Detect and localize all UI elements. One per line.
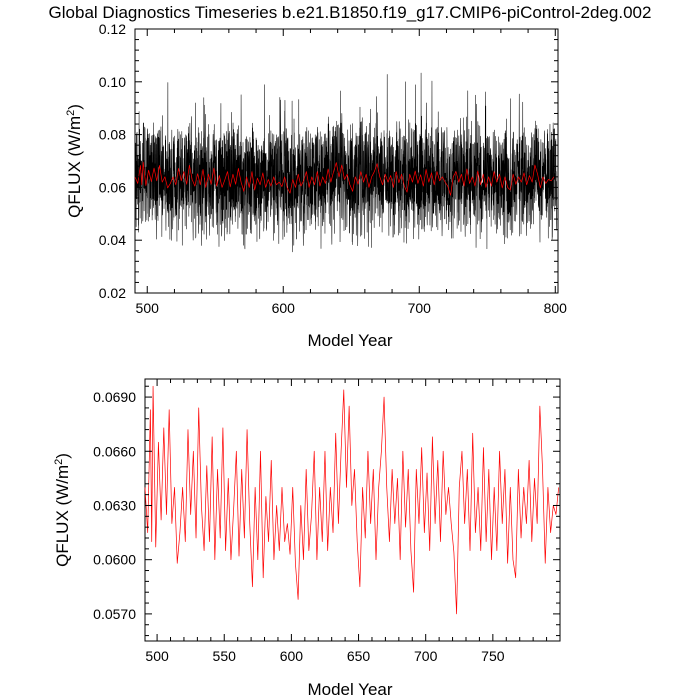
bottom-xtick-label: 500 bbox=[145, 648, 169, 664]
top-ytick-label: 0.04 bbox=[99, 232, 126, 248]
top-ytick-label: 0.10 bbox=[99, 74, 126, 90]
bottom-ytick-label: 0.0660 bbox=[93, 443, 136, 459]
bottom-series-group bbox=[144, 385, 560, 615]
chart-title: Global Diagnostics Timeseries b.e21.B185… bbox=[49, 3, 652, 22]
top-series-group bbox=[134, 72, 557, 253]
top-xtick-label: 700 bbox=[408, 300, 432, 316]
top-ytick-label: 0.06 bbox=[99, 179, 126, 195]
bottom-plot-frame bbox=[144, 378, 561, 642]
bottom-ylabel: QFLUX (W/m2) bbox=[53, 453, 72, 567]
top-xtick-label: 600 bbox=[272, 300, 296, 316]
bottom-series-annual-mean bbox=[144, 385, 560, 615]
bottom-xtick-label: 700 bbox=[414, 648, 438, 664]
bottom-xtick-label: 550 bbox=[213, 648, 237, 664]
top-xlabel: Model Year bbox=[307, 331, 392, 350]
bottom-ytick-label: 0.0570 bbox=[93, 606, 136, 622]
bottom-xtick-label: 750 bbox=[481, 648, 505, 664]
bottom-xtick-label: 600 bbox=[280, 648, 304, 664]
bottom-xlabel: Model Year bbox=[307, 680, 392, 699]
bottom-axes: 500 550 600 650 700 750 0.0570 0.0600 0.0630 0.06… bbox=[93, 379, 561, 664]
top-ylabel: QFLUX (W/m2) bbox=[65, 104, 84, 218]
top-xtick-label: 800 bbox=[544, 300, 568, 316]
top-ytick-label: 0.02 bbox=[99, 285, 126, 301]
top-ytick-label: 0.08 bbox=[99, 127, 126, 143]
bottom-panel: 500 550 600 650 700 750 0.0570 0.0600 0.0630 0.06… bbox=[53, 378, 561, 699]
top-axes: 500 600 700 800 0.02 0.04 0.06 0.08 0.10 0.12 bbox=[99, 21, 567, 316]
bottom-ytick-label: 0.0630 bbox=[93, 497, 136, 513]
bottom-ytick-label: 0.0600 bbox=[93, 552, 136, 568]
top-series-monthly bbox=[134, 72, 557, 253]
top-series-annual-mean bbox=[134, 161, 555, 196]
bottom-ytick-label: 0.0690 bbox=[93, 389, 136, 405]
top-ytick-label: 0.12 bbox=[99, 21, 126, 37]
top-panel: 500 600 700 800 0.02 0.04 0.06 0.08 0.10 0.12 Mod… bbox=[65, 21, 567, 350]
top-xtick-label: 500 bbox=[136, 300, 160, 316]
bottom-xtick-label: 650 bbox=[347, 648, 371, 664]
